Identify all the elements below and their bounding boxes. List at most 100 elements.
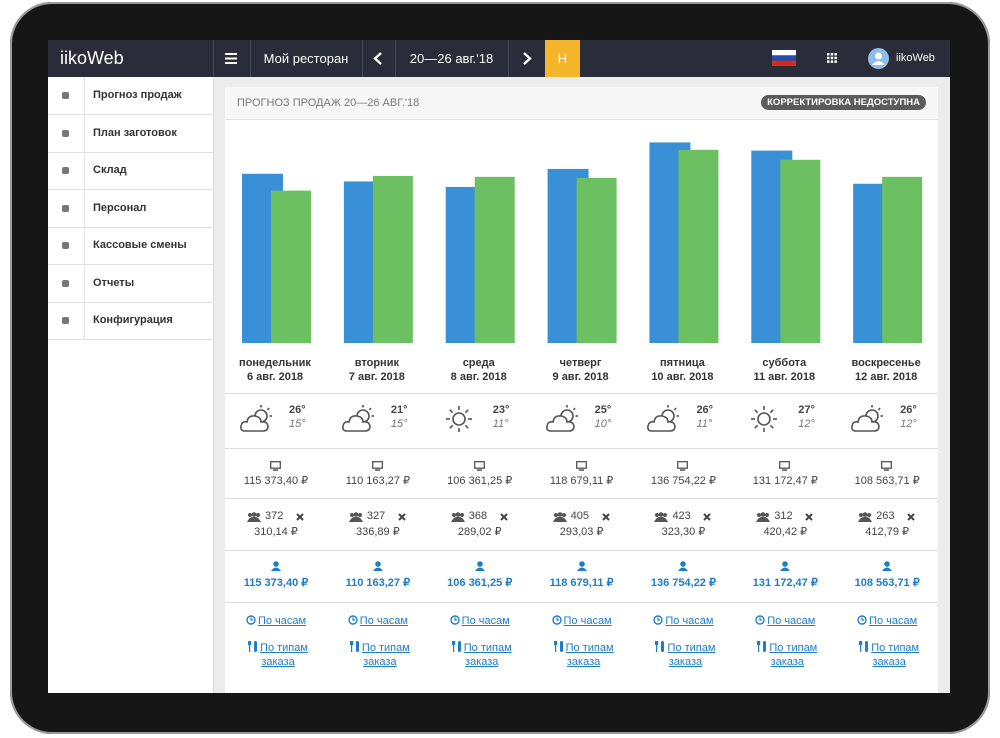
x-tick-date: 12 авг. 2018 bbox=[855, 371, 917, 383]
hours-link[interactable]: По часам bbox=[359, 615, 408, 627]
link-wrap: По часам bbox=[632, 615, 734, 627]
remove-icon bbox=[907, 513, 915, 521]
clock-icon bbox=[857, 615, 867, 625]
hours-link[interactable]: По часам bbox=[461, 615, 510, 627]
x-tick-date: 11 авг. 2018 bbox=[753, 371, 815, 383]
bar bbox=[372, 175, 413, 343]
monitor-icon bbox=[677, 461, 689, 471]
next-button[interactable] bbox=[522, 52, 532, 65]
language-flag[interactable] bbox=[772, 50, 796, 66]
order-types-link[interactable]: По типам заказа bbox=[769, 642, 818, 668]
temp-high: 27° bbox=[798, 404, 815, 416]
guests-icon bbox=[247, 512, 261, 522]
avatar[interactable] bbox=[868, 48, 889, 69]
weather-cell: 21° 15° bbox=[327, 394, 429, 448]
guests-count: 372 bbox=[265, 510, 284, 522]
revenue-value: 118 679,11 ₽ bbox=[549, 475, 614, 487]
guests-icon bbox=[450, 512, 465, 522]
links-cell: По часам По типам заказа bbox=[327, 603, 429, 683]
menu-icon bbox=[48, 189, 85, 227]
monitor-icon bbox=[575, 461, 587, 471]
cutlery-icon bbox=[655, 641, 665, 652]
order-types-link[interactable]: По типам заказа bbox=[565, 642, 614, 668]
average-check: 336,89 ₽ bbox=[356, 526, 400, 538]
link-wrap: По типам заказа bbox=[652, 641, 718, 669]
order-types-link[interactable]: По типам заказа bbox=[260, 642, 308, 668]
guests-cell: 372 310,14 ₽ bbox=[225, 499, 327, 550]
order-types-link[interactable]: По типам заказа bbox=[667, 642, 716, 668]
forecast-cell: 115 373,40 ₽ bbox=[225, 551, 327, 602]
prev-button[interactable] bbox=[373, 52, 383, 65]
cutlery-icon bbox=[757, 641, 767, 652]
guests-icon bbox=[348, 512, 363, 522]
average-check: 323,30 ₽ bbox=[661, 526, 706, 538]
weather-cell: 26° 15° bbox=[225, 394, 327, 448]
temp-high: 25° bbox=[594, 404, 612, 416]
order-types-link[interactable]: По типам заказа bbox=[361, 642, 410, 668]
links-cell: По часам По типам заказа bbox=[734, 603, 836, 683]
hours-link[interactable]: По часам bbox=[257, 615, 307, 627]
temp-low: 10° bbox=[594, 418, 612, 430]
apps-icon[interactable] bbox=[827, 53, 837, 63]
menu-item[interactable]: Кассовые смены bbox=[48, 227, 213, 265]
period[interactable]: 20—26 авг.'18 bbox=[409, 51, 494, 66]
temp-high: 21° bbox=[390, 404, 408, 416]
weather-icon bbox=[851, 405, 884, 432]
forecast-cell: 106 361,25 ₽ bbox=[429, 551, 531, 602]
guests-count: 368 bbox=[468, 510, 488, 522]
icon-shape bbox=[62, 129, 69, 137]
weather-icon bbox=[751, 406, 778, 432]
revenue-value: 108 563,71 ₽ bbox=[854, 475, 920, 487]
menu-icon bbox=[48, 77, 85, 114]
guests-cell: 405 293,03 ₽ bbox=[531, 499, 633, 550]
hours-link[interactable]: По часам bbox=[563, 615, 612, 627]
monitor-icon bbox=[473, 461, 485, 471]
clock-icon bbox=[755, 615, 765, 625]
guests-count: 327 bbox=[366, 510, 386, 522]
row-separator bbox=[225, 602, 938, 603]
hours-link[interactable]: По часам bbox=[665, 615, 714, 627]
menu-item[interactable]: Прогноз продаж bbox=[48, 77, 213, 115]
restaurant-select[interactable]: Мой ресторан bbox=[263, 51, 349, 66]
links-cell: По часам По типам заказа bbox=[531, 603, 633, 683]
order-types-link[interactable]: По типам заказа bbox=[871, 642, 920, 668]
hours-link[interactable]: По часам bbox=[767, 615, 816, 627]
menu-item[interactable]: Склад bbox=[48, 152, 213, 190]
guests-count: 312 bbox=[774, 510, 793, 522]
menu-icon bbox=[48, 227, 85, 264]
temp-high: 26° bbox=[289, 404, 306, 416]
order-types-link[interactable]: По типам заказа bbox=[463, 642, 512, 668]
temp-low: 12° bbox=[798, 418, 815, 430]
bar bbox=[678, 149, 719, 343]
user-name[interactable]: iikoWeb bbox=[896, 52, 935, 64]
remove-icon bbox=[398, 513, 406, 521]
x-tick-date: 7 авг. 2018 bbox=[349, 371, 405, 383]
menu-item[interactable]: Персонал bbox=[48, 189, 213, 228]
remove-icon bbox=[805, 513, 814, 521]
logo[interactable]: iikoWeb bbox=[60, 48, 124, 68]
weather-cell: 23° 11° bbox=[429, 394, 531, 448]
forecast-value: 136 754,22 ₽ bbox=[650, 577, 716, 589]
forecast-value: 118 679,11 ₽ bbox=[549, 577, 614, 589]
panel-header: ПРОГНОЗ ПРОДАЖ 20—26 АВГ.'18 КОРРЕКТИРОВ… bbox=[225, 87, 938, 120]
x-tick-date: 10 авг. 2018 bbox=[651, 371, 713, 383]
guests-cell: 327 336,89 ₽ bbox=[327, 499, 429, 550]
average-check: 420,42 ₽ bbox=[763, 526, 808, 538]
icon-shape bbox=[62, 167, 69, 174]
menu-item[interactable]: Конфигурация bbox=[48, 302, 213, 340]
menu-icon[interactable] bbox=[225, 53, 237, 64]
links-cell: По часам По типам заказа bbox=[836, 603, 938, 683]
menu-item[interactable]: Отчеты bbox=[48, 264, 213, 303]
person-icon bbox=[678, 561, 689, 571]
guests-count: 423 bbox=[672, 510, 691, 522]
panel-title: ПРОГНОЗ ПРОДАЖ 20—26 АВГ.'18 bbox=[237, 97, 420, 109]
person-icon bbox=[372, 561, 383, 571]
x-tick-label: вторник bbox=[355, 357, 400, 369]
hours-link[interactable]: По часам bbox=[869, 615, 918, 627]
weather-cell: 27° 12° bbox=[734, 394, 836, 448]
link-wrap: По типам заказа bbox=[551, 641, 617, 669]
menu-item[interactable]: План заготовок bbox=[48, 114, 213, 153]
badge-button[interactable]: Н bbox=[545, 40, 580, 77]
clock-icon bbox=[449, 615, 460, 625]
